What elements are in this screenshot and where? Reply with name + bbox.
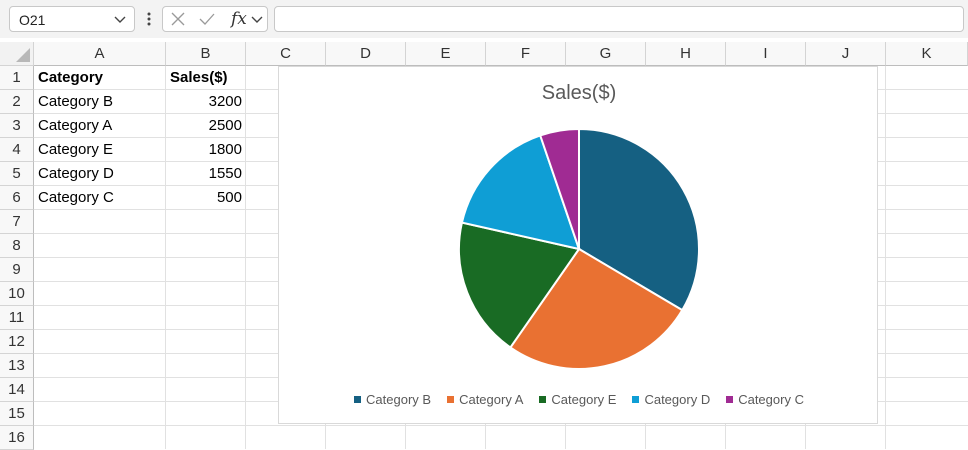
cell-b6[interactable]: 500 <box>216 189 242 206</box>
name-box-value: O21 <box>19 12 46 28</box>
cell-a6[interactable]: Category C <box>38 189 114 206</box>
cell-a4[interactable]: Category E <box>38 141 114 158</box>
cell-a1[interactable]: Category <box>38 69 104 86</box>
row-header-4[interactable]: 4 <box>0 138 34 162</box>
row-header-14[interactable]: 14 <box>0 378 34 402</box>
legend-item-category-a[interactable]: Category A <box>447 392 523 407</box>
cell-a3[interactable]: Category A <box>38 117 113 134</box>
row-header-6[interactable]: 6 <box>0 186 34 210</box>
name-box[interactable]: O21 <box>9 6 135 32</box>
chevron-down-icon[interactable] <box>112 11 128 27</box>
chevron-down-icon[interactable] <box>249 11 265 27</box>
select-all-triangle-icon <box>16 48 30 62</box>
legend-item-category-c[interactable]: Category C <box>726 392 804 407</box>
legend-label: Category E <box>551 392 617 407</box>
formula-input[interactable] <box>274 6 964 32</box>
row-header-3[interactable]: 3 <box>0 114 34 138</box>
row-header-2[interactable]: 2 <box>0 90 34 114</box>
legend-item-category-b[interactable]: Category B <box>354 392 431 407</box>
chart-legend: Category B Category A Category E Category D… <box>279 392 879 407</box>
pie-chart-plot <box>458 127 700 370</box>
cell-b3[interactable]: 2500 <box>208 117 242 134</box>
pie-slice-category-c[interactable] <box>538 127 580 250</box>
legend-item-category-d[interactable]: Category D <box>632 392 710 407</box>
cell-a2[interactable]: Category B <box>38 93 114 110</box>
row-header-9[interactable]: 9 <box>0 258 34 282</box>
legend-swatch <box>447 396 455 403</box>
formula-controls: fx <box>162 6 268 32</box>
row-header-13[interactable]: 13 <box>0 354 34 378</box>
row-header-10[interactable]: 10 <box>0 282 34 306</box>
column-header-e[interactable]: E <box>406 42 486 66</box>
cell-b4[interactable]: 1800 <box>208 141 242 158</box>
column-header-g[interactable]: G <box>566 42 646 66</box>
pie-slice-category-a[interactable] <box>509 247 684 370</box>
column-header-i[interactable]: I <box>726 42 806 66</box>
row-header-15[interactable]: 15 <box>0 402 34 426</box>
more-dots-icon[interactable] <box>142 9 156 29</box>
column-header-h[interactable]: H <box>646 42 726 66</box>
legend-label: Category A <box>459 392 524 407</box>
confirm-check-icon[interactable] <box>199 11 215 27</box>
cell-b1[interactable]: Sales($) <box>170 69 228 86</box>
formula-bar: O21 fx <box>0 0 968 38</box>
legend-swatch <box>632 396 640 403</box>
legend-item-category-e[interactable]: Category E <box>539 392 616 407</box>
column-header-c[interactable]: C <box>246 42 326 66</box>
chart-title: Sales($) <box>541 82 617 104</box>
select-all-button[interactable] <box>0 42 34 66</box>
column-header-b[interactable]: B <box>166 42 246 66</box>
legend-swatch <box>726 396 734 403</box>
column-header-a[interactable]: A <box>34 42 166 66</box>
row-header-16[interactable]: 16 <box>0 426 34 450</box>
row-header-11[interactable]: 11 <box>0 306 34 330</box>
row-header-12[interactable]: 12 <box>0 330 34 354</box>
cell-a5[interactable]: Category D <box>38 165 114 182</box>
row-header-1[interactable]: 1 <box>0 66 34 90</box>
legend-label: Category B <box>366 392 432 407</box>
cell-b5[interactable]: 1550 <box>208 165 242 182</box>
cancel-x-icon[interactable] <box>170 11 186 27</box>
legend-label: Category C <box>738 392 804 407</box>
row-header-7[interactable]: 7 <box>0 210 34 234</box>
legend-label: Category D <box>644 392 711 407</box>
column-header-f[interactable]: F <box>486 42 566 66</box>
column-header-d[interactable]: D <box>326 42 406 66</box>
pie-slice-category-e[interactable] <box>458 221 581 349</box>
insert-function-button[interactable]: fx <box>231 9 247 29</box>
legend-swatch <box>354 396 362 403</box>
row-header-8[interactable]: 8 <box>0 234 34 258</box>
column-header-j[interactable]: J <box>806 42 886 66</box>
legend-swatch <box>539 396 547 403</box>
column-header-k[interactable]: K <box>886 42 968 66</box>
pie-slice-category-b[interactable] <box>578 127 700 312</box>
cell-b2[interactable]: 3200 <box>208 93 242 110</box>
row-header-5[interactable]: 5 <box>0 162 34 186</box>
